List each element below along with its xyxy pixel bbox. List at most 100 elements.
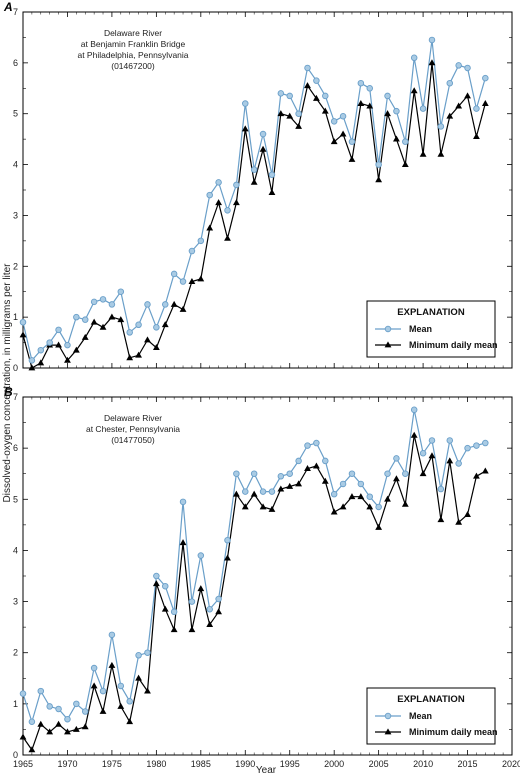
y-tick-label: 3 xyxy=(13,597,18,607)
point-minimum xyxy=(375,176,383,183)
point-mean xyxy=(144,301,151,308)
x-tick-label: 1985 xyxy=(191,759,211,769)
point-minimum xyxy=(126,718,134,725)
point-mean xyxy=(428,36,436,44)
point-minimum xyxy=(401,500,409,507)
point-mean xyxy=(135,652,142,659)
point-mean xyxy=(73,313,80,321)
y-axis-title: Dissolved-oxygen concentration, in milli… xyxy=(2,263,13,503)
point-mean xyxy=(410,54,418,62)
point-minimum xyxy=(384,495,391,502)
station-label: Delaware River xyxy=(104,413,162,423)
point-mean xyxy=(162,582,169,590)
point-minimum xyxy=(241,503,249,510)
point-minimum xyxy=(401,160,409,167)
point-mean xyxy=(277,90,285,97)
station-label: at Philadelphia, Pennsylvania xyxy=(77,50,188,60)
point-minimum xyxy=(206,224,214,231)
point-minimum xyxy=(170,300,178,307)
point-minimum xyxy=(357,493,365,500)
point-minimum xyxy=(286,482,294,489)
point-minimum xyxy=(419,470,427,477)
point-minimum xyxy=(304,82,311,89)
point-mean xyxy=(419,105,427,112)
point-minimum xyxy=(473,472,480,479)
point-mean xyxy=(224,536,231,544)
point-minimum xyxy=(55,341,62,348)
point-mean xyxy=(348,138,356,145)
point-mean xyxy=(277,473,285,480)
point-mean xyxy=(259,488,267,495)
point-minimum xyxy=(108,313,116,320)
point-mean xyxy=(250,166,258,173)
point-mean xyxy=(108,631,116,639)
point-mean xyxy=(197,552,205,559)
point-minimum xyxy=(64,728,71,735)
point-minimum xyxy=(117,316,125,323)
point-mean xyxy=(482,74,489,82)
point-mean xyxy=(402,138,409,145)
y-tick-label: 0 xyxy=(13,363,18,373)
point-mean xyxy=(393,455,400,462)
point-mean xyxy=(126,329,133,336)
point-minimum xyxy=(224,234,231,241)
point-mean xyxy=(339,113,347,120)
point-minimum xyxy=(481,99,489,106)
point-mean xyxy=(90,298,98,306)
point-minimum xyxy=(268,188,276,195)
point-mean xyxy=(464,64,471,72)
legend-mean-marker xyxy=(384,712,392,720)
legend: EXPLANATION Mean Minimum daily mean xyxy=(366,300,498,358)
point-minimum xyxy=(366,503,374,510)
point-mean xyxy=(437,123,445,130)
point-mean xyxy=(117,682,125,690)
point-minimum xyxy=(152,344,160,351)
point-mean xyxy=(153,572,160,580)
point-minimum xyxy=(321,477,329,484)
x-tick-label: 1995 xyxy=(280,759,300,769)
point-mean xyxy=(473,442,480,449)
point-mean xyxy=(37,687,45,695)
point-mean xyxy=(473,105,480,112)
point-mean xyxy=(286,470,293,477)
station-label: at Chester, Pennsylvania xyxy=(86,424,180,434)
legend-title: EXPLANATION xyxy=(397,694,465,705)
point-mean xyxy=(295,110,302,117)
point-minimum xyxy=(28,746,36,753)
point-minimum xyxy=(108,661,116,668)
point-minimum xyxy=(277,485,285,492)
point-mean xyxy=(242,100,249,107)
legend-mean-marker xyxy=(384,325,392,333)
point-minimum xyxy=(19,331,27,338)
x-tick-label: 1980 xyxy=(146,759,166,769)
point-minimum xyxy=(313,94,320,101)
point-minimum xyxy=(72,346,80,353)
point-minimum xyxy=(197,275,205,282)
point-minimum xyxy=(81,723,89,730)
point-mean xyxy=(126,698,133,705)
point-minimum xyxy=(339,503,347,510)
point-mean xyxy=(455,460,462,467)
point-minimum xyxy=(295,480,303,487)
point-mean xyxy=(233,181,240,189)
point-mean xyxy=(170,270,178,278)
station-label: at Benjamin Franklin Bridge xyxy=(81,39,186,49)
point-mean xyxy=(375,161,382,168)
point-minimum xyxy=(410,431,418,438)
legend-min-marker xyxy=(384,341,392,348)
point-mean xyxy=(162,301,169,308)
point-mean xyxy=(81,316,89,323)
point-minimum xyxy=(464,92,471,99)
station-label: Delaware River xyxy=(104,28,162,38)
point-minimum xyxy=(206,620,214,627)
point-mean xyxy=(268,171,276,178)
point-mean xyxy=(375,503,382,511)
legend-min-label: Minimum daily mean xyxy=(409,340,498,350)
point-mean xyxy=(108,301,116,308)
point-mean xyxy=(55,705,62,713)
point-minimum xyxy=(152,580,160,587)
point-minimum xyxy=(393,135,400,142)
point-minimum xyxy=(259,503,267,510)
point-minimum xyxy=(321,107,329,114)
